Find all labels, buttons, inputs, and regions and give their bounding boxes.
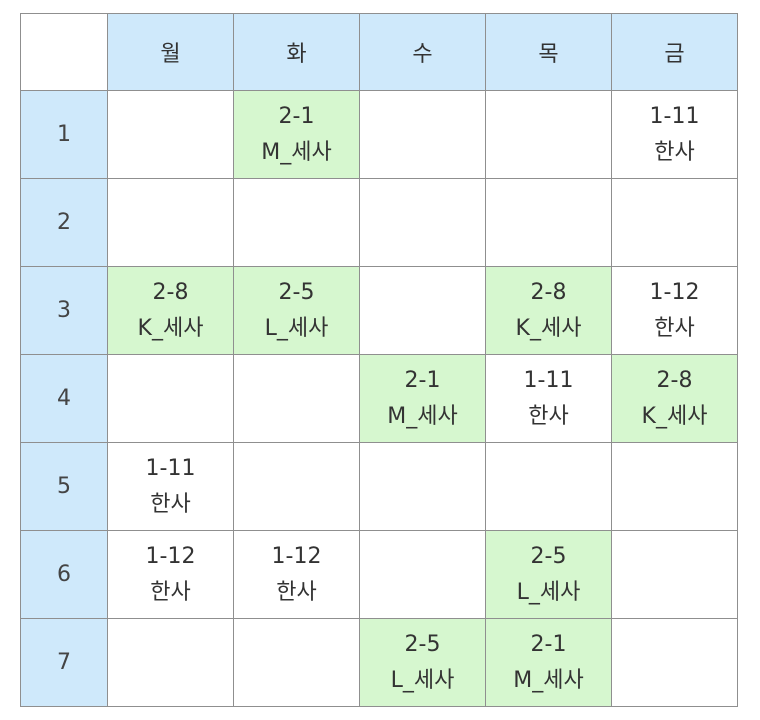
period-row: 6 1-12 한사 1-12 한사 2-5 L_세사 bbox=[20, 530, 738, 619]
class-label: 2-1 bbox=[404, 367, 441, 393]
day-header-fri: 금 bbox=[611, 13, 738, 91]
day-header-wed: 수 bbox=[359, 13, 486, 91]
header-row: 월 화 수 목 금 bbox=[20, 13, 738, 91]
class-label: 1-11 bbox=[649, 103, 700, 129]
period-label: 6 bbox=[20, 530, 108, 619]
timetable-cell-thu: 2-1 M_세사 bbox=[485, 618, 612, 707]
period-row: 1 2-1 M_세사 1-11 한사 bbox=[20, 90, 738, 179]
timetable-cell-thu: 1-11 한사 bbox=[485, 354, 612, 443]
timetable-cell-thu: 2-8 K_세사 bbox=[485, 266, 612, 355]
timetable-cell-tue bbox=[233, 618, 360, 707]
period-row: 2 bbox=[20, 178, 738, 267]
timetable-cell-mon: 1-12 한사 bbox=[107, 530, 234, 619]
period-label: 7 bbox=[20, 618, 108, 707]
subject-label: 한사 bbox=[654, 139, 695, 165]
timetable-cell-wed bbox=[359, 530, 486, 619]
subject-label: L_세사 bbox=[516, 579, 581, 605]
period-label: 3 bbox=[20, 266, 108, 355]
subject-label: L_세사 bbox=[264, 315, 329, 341]
day-header-tue: 화 bbox=[233, 13, 360, 91]
timetable-cell-fri: 1-11 한사 bbox=[611, 90, 738, 179]
subject-label: 한사 bbox=[150, 579, 191, 605]
timetable-cell-thu bbox=[485, 178, 612, 267]
timetable-cell-tue bbox=[233, 178, 360, 267]
subject-label: M_세사 bbox=[387, 403, 458, 429]
day-header-thu: 목 bbox=[485, 13, 612, 91]
period-row: 5 1-11 한사 bbox=[20, 442, 738, 531]
class-label: 1-12 bbox=[271, 543, 322, 569]
timetable-cell-tue: 2-5 L_세사 bbox=[233, 266, 360, 355]
timetable-cell-fri bbox=[611, 530, 738, 619]
timetable-cell-fri: 1-12 한사 bbox=[611, 266, 738, 355]
timetable-cell-mon bbox=[107, 618, 234, 707]
timetable-body: 1 2-1 M_세사 1-11 한사 2 3 2-8 K_세사 2-5 L_세사 2-8 K_세사 1-1… bbox=[20, 90, 738, 707]
timetable-cell-tue: 1-12 한사 bbox=[233, 530, 360, 619]
timetable-cell-thu: 2-5 L_세사 bbox=[485, 530, 612, 619]
class-label: 2-5 bbox=[530, 543, 567, 569]
class-label: 2-5 bbox=[278, 279, 315, 305]
timetable-cell-wed bbox=[359, 266, 486, 355]
class-label: 2-8 bbox=[530, 279, 567, 305]
timetable-cell-mon bbox=[107, 354, 234, 443]
timetable-cell-mon bbox=[107, 90, 234, 179]
timetable-cell-fri: 2-8 K_세사 bbox=[611, 354, 738, 443]
timetable-cell-fri bbox=[611, 178, 738, 267]
timetable-cell-thu bbox=[485, 442, 612, 531]
timetable-cell-mon: 1-11 한사 bbox=[107, 442, 234, 531]
timetable-cell-mon bbox=[107, 178, 234, 267]
class-label: 1-12 bbox=[145, 543, 196, 569]
period-label: 2 bbox=[20, 178, 108, 267]
class-label: 1-11 bbox=[145, 455, 196, 481]
timetable-cell-wed bbox=[359, 442, 486, 531]
timetable: 월 화 수 목 금 1 2-1 M_세사 1-11 한사 2 3 2-8 K_세사 2-5 L_세사… bbox=[20, 13, 738, 707]
class-label: 1-12 bbox=[649, 279, 700, 305]
day-header-mon: 월 bbox=[107, 13, 234, 91]
timetable-cell-fri bbox=[611, 618, 738, 707]
subject-label: 한사 bbox=[528, 403, 569, 429]
corner-cell bbox=[20, 13, 108, 91]
timetable-cell-tue bbox=[233, 354, 360, 443]
period-label: 1 bbox=[20, 90, 108, 179]
class-label: 1-11 bbox=[523, 367, 574, 393]
subject-label: M_세사 bbox=[513, 667, 584, 693]
period-row: 3 2-8 K_세사 2-5 L_세사 2-8 K_세사 1-12 한사 bbox=[20, 266, 738, 355]
period-row: 4 2-1 M_세사 1-11 한사 2-8 K_세사 bbox=[20, 354, 738, 443]
class-label: 2-1 bbox=[278, 103, 315, 129]
period-label: 5 bbox=[20, 442, 108, 531]
subject-label: M_세사 bbox=[261, 139, 332, 165]
timetable-cell-thu bbox=[485, 90, 612, 179]
timetable-cell-wed: 2-5 L_세사 bbox=[359, 618, 486, 707]
timetable-cell-mon: 2-8 K_세사 bbox=[107, 266, 234, 355]
class-label: 2-1 bbox=[530, 631, 567, 657]
timetable-cell-tue: 2-1 M_세사 bbox=[233, 90, 360, 179]
period-row: 7 2-5 L_세사 2-1 M_세사 bbox=[20, 618, 738, 707]
timetable-cell-tue bbox=[233, 442, 360, 531]
timetable-cell-wed bbox=[359, 178, 486, 267]
timetable-cell-wed: 2-1 M_세사 bbox=[359, 354, 486, 443]
class-label: 2-5 bbox=[404, 631, 441, 657]
class-label: 2-8 bbox=[152, 279, 189, 305]
subject-label: K_세사 bbox=[641, 403, 708, 429]
timetable-cell-wed bbox=[359, 90, 486, 179]
subject-label: 한사 bbox=[654, 315, 695, 341]
subject-label: 한사 bbox=[276, 579, 317, 605]
subject-label: L_세사 bbox=[390, 667, 455, 693]
subject-label: K_세사 bbox=[137, 315, 204, 341]
class-label: 2-8 bbox=[656, 367, 693, 393]
subject-label: K_세사 bbox=[515, 315, 582, 341]
timetable-cell-fri bbox=[611, 442, 738, 531]
period-label: 4 bbox=[20, 354, 108, 443]
subject-label: 한사 bbox=[150, 491, 191, 517]
